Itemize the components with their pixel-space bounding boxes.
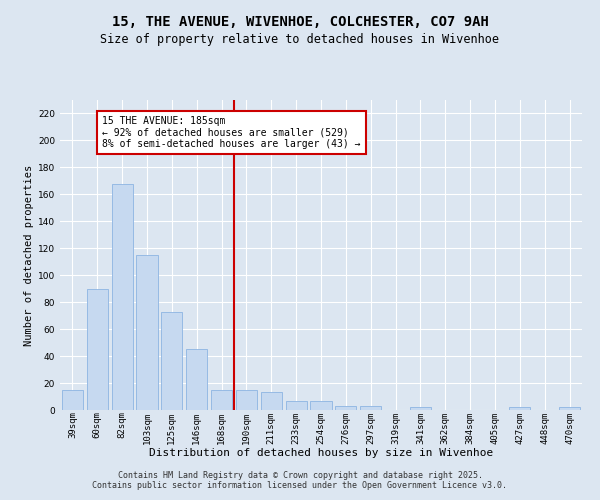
Bar bbox=[112, 184, 133, 410]
Text: 15, THE AVENUE, WIVENHOE, COLCHESTER, CO7 9AH: 15, THE AVENUE, WIVENHOE, COLCHESTER, CO… bbox=[112, 15, 488, 29]
Bar bbox=[559, 408, 580, 410]
X-axis label: Distribution of detached houses by size in Wivenhoe: Distribution of detached houses by size … bbox=[149, 448, 493, 458]
Bar bbox=[211, 390, 232, 410]
Bar bbox=[310, 400, 332, 410]
Bar bbox=[87, 288, 108, 410]
Text: Contains HM Land Registry data © Crown copyright and database right 2025.
Contai: Contains HM Land Registry data © Crown c… bbox=[92, 470, 508, 490]
Bar bbox=[62, 390, 83, 410]
Bar bbox=[509, 408, 530, 410]
Bar bbox=[136, 255, 158, 410]
Bar bbox=[236, 390, 257, 410]
Bar bbox=[161, 312, 182, 410]
Bar bbox=[286, 400, 307, 410]
Bar bbox=[410, 408, 431, 410]
Bar bbox=[335, 406, 356, 410]
Y-axis label: Number of detached properties: Number of detached properties bbox=[24, 164, 34, 346]
Bar bbox=[261, 392, 282, 410]
Text: Size of property relative to detached houses in Wivenhoe: Size of property relative to detached ho… bbox=[101, 32, 499, 46]
Text: 15 THE AVENUE: 185sqm
← 92% of detached houses are smaller (529)
8% of semi-deta: 15 THE AVENUE: 185sqm ← 92% of detached … bbox=[102, 116, 361, 150]
Bar bbox=[186, 350, 207, 410]
Bar bbox=[360, 406, 381, 410]
